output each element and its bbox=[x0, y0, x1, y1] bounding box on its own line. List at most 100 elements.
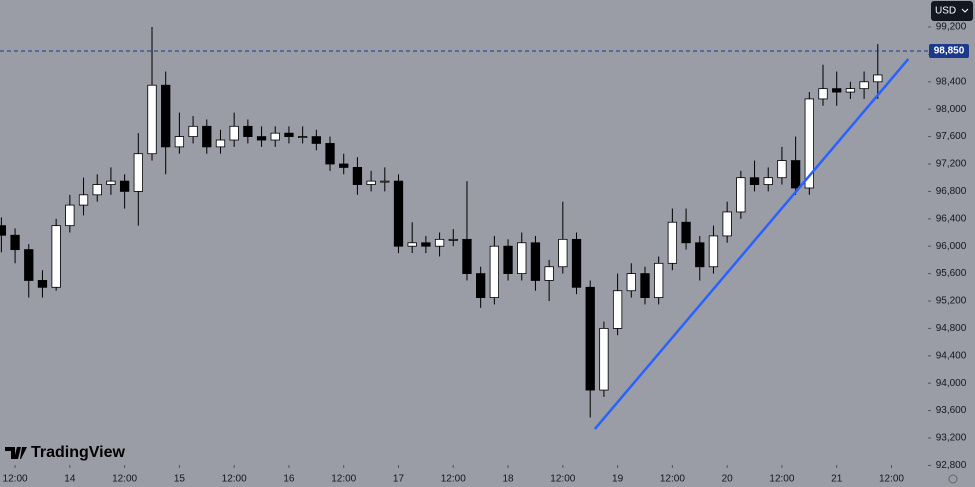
x-tick-label: 21 bbox=[831, 474, 843, 485]
candle-body bbox=[599, 328, 609, 391]
candle-body bbox=[832, 88, 842, 93]
candle-body bbox=[161, 84, 171, 148]
x-tick-label: 12:00 bbox=[112, 474, 137, 485]
x-tick-label: 12:00 bbox=[3, 474, 28, 485]
trendline bbox=[593, 58, 910, 430]
candle-body bbox=[654, 262, 664, 298]
x-tick-label: 12:00 bbox=[222, 474, 247, 485]
candle-body bbox=[119, 180, 130, 192]
candle-body bbox=[873, 74, 883, 83]
candle-body bbox=[421, 242, 431, 247]
x-tick-label: 12:00 bbox=[331, 474, 356, 485]
candle-body bbox=[818, 88, 828, 100]
candle-body bbox=[256, 136, 267, 141]
y-tick-label: 98,400 bbox=[936, 76, 967, 87]
y-tick-label: 94,400 bbox=[936, 350, 967, 361]
candle-body bbox=[517, 242, 527, 275]
logo: TradingView bbox=[5, 444, 126, 461]
candle-body bbox=[736, 177, 746, 213]
y-tick-label: 95,200 bbox=[936, 296, 967, 307]
candle-body bbox=[325, 143, 335, 165]
y-tick-label: 92,800 bbox=[936, 460, 967, 471]
candle-body bbox=[763, 177, 773, 185]
candle-body bbox=[366, 180, 376, 185]
candle-body bbox=[790, 160, 801, 189]
y-tick-label: 98,000 bbox=[936, 104, 967, 115]
candle-body bbox=[393, 180, 404, 247]
x-tick-label: 17 bbox=[393, 474, 405, 485]
settings-icon[interactable] bbox=[948, 474, 958, 484]
candle-body bbox=[640, 273, 650, 298]
y-tick-label: 93,600 bbox=[936, 405, 967, 416]
candle-body bbox=[215, 139, 226, 148]
y-tick-label: 94,000 bbox=[936, 378, 967, 389]
price-label: 98,850 bbox=[934, 46, 965, 57]
candle-body bbox=[558, 238, 568, 268]
x-tick-label: 14 bbox=[64, 474, 76, 485]
candle-body bbox=[133, 153, 143, 192]
price-label-box bbox=[929, 43, 969, 58]
plot: 92,800 93,200 93,600 94,000 94,400 94,800 95,2… bbox=[0, 22, 969, 485]
currency-box[interactable] bbox=[931, 1, 973, 21]
candle-body bbox=[489, 245, 500, 298]
candle-body bbox=[476, 273, 486, 298]
x-tick-label: 12:00 bbox=[550, 474, 575, 485]
candle-body bbox=[571, 238, 582, 288]
x-tick-label: 19 bbox=[612, 474, 624, 485]
candle-body bbox=[681, 221, 691, 244]
candle-body bbox=[174, 136, 185, 148]
y-tick-label: 97,600 bbox=[936, 131, 967, 142]
currency-button[interactable]: USD bbox=[931, 1, 973, 21]
candle-body bbox=[544, 266, 554, 281]
x-tick-label: 18 bbox=[502, 474, 514, 485]
candle-body bbox=[612, 290, 623, 329]
candle-body bbox=[78, 194, 89, 206]
candle-body bbox=[352, 167, 363, 185]
y-tick-label: 93,200 bbox=[936, 433, 967, 444]
x-tick-label: 12:00 bbox=[441, 474, 466, 485]
candle-body bbox=[749, 177, 760, 185]
x-tick-label: 12:00 bbox=[879, 474, 904, 485]
y-tick-label: 95,600 bbox=[936, 268, 967, 279]
candle-body bbox=[434, 238, 445, 247]
logo-icon bbox=[5, 447, 27, 459]
currency-label[interactable]: USD bbox=[935, 6, 956, 17]
y-tick-label: 96,400 bbox=[936, 213, 967, 224]
candle-body bbox=[503, 245, 513, 275]
candle-body bbox=[311, 136, 321, 144]
candle-body bbox=[626, 273, 636, 292]
x-tick-label: 12:00 bbox=[660, 474, 685, 485]
candle-body bbox=[530, 242, 541, 281]
logo-text: TradingView bbox=[31, 444, 126, 461]
y-tick-label: 99,200 bbox=[936, 22, 967, 33]
candle-body bbox=[845, 88, 856, 93]
candle-body bbox=[448, 238, 458, 241]
candle-body bbox=[188, 125, 198, 137]
caret bbox=[961, 8, 969, 13]
candle-body bbox=[722, 211, 732, 237]
y-tick-label: 96,000 bbox=[936, 241, 967, 252]
candle-body bbox=[243, 125, 253, 137]
candle-body bbox=[92, 184, 102, 196]
candle-body bbox=[667, 221, 678, 264]
candle-body bbox=[585, 286, 595, 391]
candle-body bbox=[804, 98, 814, 189]
candle-body bbox=[407, 242, 417, 247]
candle-body bbox=[10, 234, 20, 251]
candle-body bbox=[297, 136, 308, 138]
candle-body bbox=[147, 84, 157, 155]
candle-body bbox=[202, 125, 212, 148]
candle-body bbox=[37, 280, 48, 288]
candle-body bbox=[859, 81, 869, 90]
candle-body bbox=[65, 204, 75, 227]
candle-body bbox=[777, 160, 787, 179]
y-tick-label: 94,800 bbox=[936, 323, 967, 334]
y-tick-label: 96,800 bbox=[936, 186, 967, 197]
candle-body bbox=[106, 180, 116, 185]
candle-body bbox=[284, 132, 294, 137]
candle-body bbox=[24, 249, 34, 281]
y-tick-label: 97,200 bbox=[936, 159, 967, 170]
